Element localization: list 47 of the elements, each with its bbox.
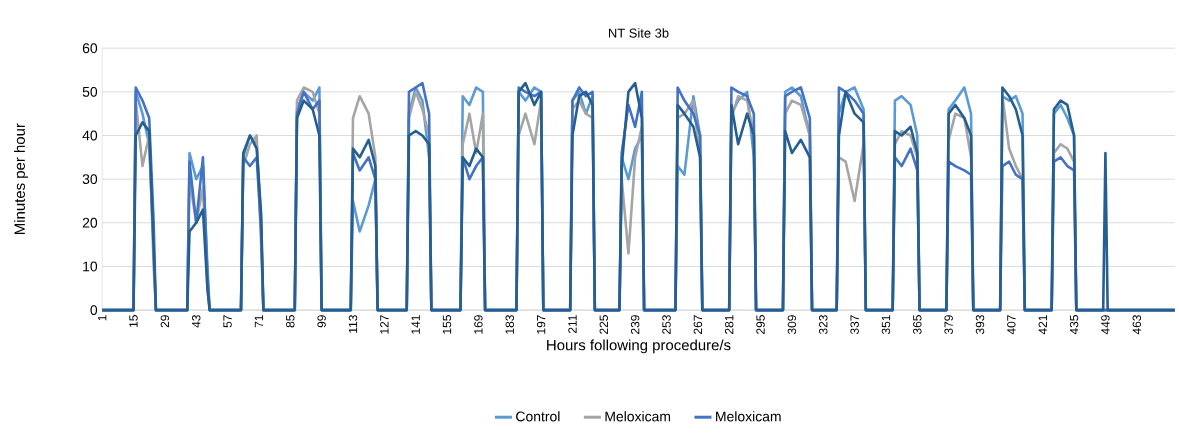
x-tick-label: 15 bbox=[129, 314, 138, 327]
chart-title: NT Site 3b bbox=[608, 28, 669, 38]
y-tick-label: 0 bbox=[90, 305, 98, 315]
y-tick-label: 50 bbox=[82, 86, 98, 97]
x-tick-label: 183 bbox=[505, 315, 514, 334]
x-tick-label: 435 bbox=[1069, 315, 1079, 335]
x-tick-label: 281 bbox=[724, 315, 734, 334]
x-tick-label: 463 bbox=[1132, 315, 1141, 335]
x-tick-label: 57 bbox=[223, 315, 232, 328]
x-tick-label: 1 bbox=[98, 315, 107, 321]
x-tick-label: 323 bbox=[819, 315, 828, 334]
y-tick-label: 10 bbox=[83, 261, 98, 272]
x-tick-label: 141 bbox=[411, 315, 420, 334]
x-tick-label: 239 bbox=[630, 315, 640, 334]
x-tick-label: 393 bbox=[975, 315, 985, 334]
legend-label: Meloxicam bbox=[605, 411, 671, 422]
x-tick-label: 421 bbox=[1038, 315, 1047, 335]
legend-label: Meloxicam bbox=[716, 411, 781, 422]
x-tick-label: 295 bbox=[756, 315, 765, 334]
x-tick-label: 29 bbox=[160, 315, 170, 328]
x-tick-label: 127 bbox=[380, 315, 389, 334]
x-tick-label: 267 bbox=[693, 315, 703, 334]
legend-label: Control bbox=[516, 411, 560, 422]
x-tick-label: 351 bbox=[881, 315, 891, 334]
x-tick-label: 225 bbox=[599, 315, 609, 334]
y-axis-title: Minutes per hour bbox=[14, 123, 28, 234]
x-tick-label: 211 bbox=[568, 315, 577, 333]
x-tick-label: 71 bbox=[254, 315, 264, 328]
x-tick-label: 407 bbox=[1007, 315, 1016, 335]
x-tick-label: 337 bbox=[850, 315, 859, 334]
x-tick-label: 85 bbox=[286, 314, 295, 328]
x-tick-label: 197 bbox=[536, 315, 546, 334]
x-tick-label: 155 bbox=[442, 315, 452, 334]
x-tick-label: 113 bbox=[348, 315, 358, 333]
y-tick-label: 60 bbox=[82, 43, 98, 53]
x-tick-label: 99 bbox=[317, 315, 326, 328]
x-tick-label: 169 bbox=[474, 315, 483, 334]
x-tick-label: 365 bbox=[913, 315, 922, 334]
x-tick-label: 43 bbox=[191, 315, 201, 328]
y-tick-label: 40 bbox=[82, 130, 98, 141]
x-tick-label: 379 bbox=[944, 315, 953, 334]
x-axis-title: Hours following procedure/s bbox=[547, 339, 731, 354]
x-tick-label: 449 bbox=[1101, 315, 1110, 335]
x-tick-label: 253 bbox=[662, 315, 671, 334]
x-tick-label: 309 bbox=[787, 315, 797, 334]
y-tick-label: 20 bbox=[82, 217, 98, 228]
y-tick-label: 30 bbox=[82, 174, 98, 184]
